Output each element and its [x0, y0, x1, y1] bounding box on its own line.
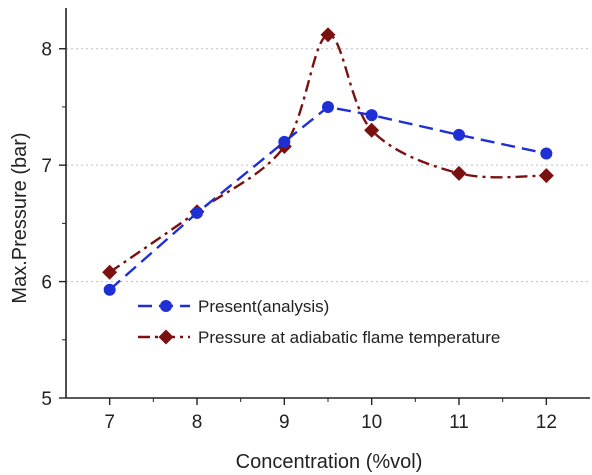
x-tick-label: 12 [536, 412, 557, 433]
legend: Present(analysis) Pressure at adiabatic f… [138, 297, 500, 347]
series-2 [102, 27, 554, 280]
legend-label: Pressure at adiabatic flame temperature [198, 328, 500, 347]
data-point-diamond [102, 264, 118, 280]
legend-item-1: Present(analysis) [138, 297, 329, 316]
grid-lines [66, 48, 590, 283]
x-tick-label: 10 [361, 412, 382, 433]
data-point-circle [278, 135, 291, 148]
legend-marker [160, 300, 172, 312]
data-point-circle [453, 128, 465, 141]
data-point-circle [365, 109, 378, 122]
data-point-circle [191, 206, 203, 219]
x-tick-label: 9 [279, 412, 290, 433]
y-tick-label: 8 [41, 40, 52, 61]
data-point-diamond [364, 122, 380, 138]
data-point-diamond [320, 27, 336, 43]
data-point-diamond [538, 168, 554, 184]
legend-label: Present(analysis) [198, 297, 329, 316]
data-point-circle [322, 100, 334, 113]
axes: 7 8 9 10 11 12 5 6 7 8 [41, 8, 590, 433]
data-point-circle [540, 147, 553, 160]
y-tick-label: 7 [41, 156, 52, 177]
series-line [108, 105, 547, 291]
data-point-diamond [451, 165, 467, 181]
series-line [108, 33, 547, 274]
x-axis-title: Concentration (%vol) [236, 451, 423, 473]
series-layer [102, 27, 554, 296]
y-axis-title: Max.Pressure (bar) [9, 132, 31, 303]
y-tick-label: 5 [41, 389, 52, 410]
legend-marker [158, 329, 174, 345]
x-tick-label: 7 [104, 412, 115, 433]
x-tick-label: 8 [192, 412, 203, 433]
data-point-circle [103, 283, 116, 296]
series-1 [103, 100, 553, 296]
y-tick-label: 6 [41, 273, 52, 294]
legend-item-2: Pressure at adiabatic flame temperature [138, 328, 500, 347]
x-tick-label: 11 [449, 412, 469, 433]
